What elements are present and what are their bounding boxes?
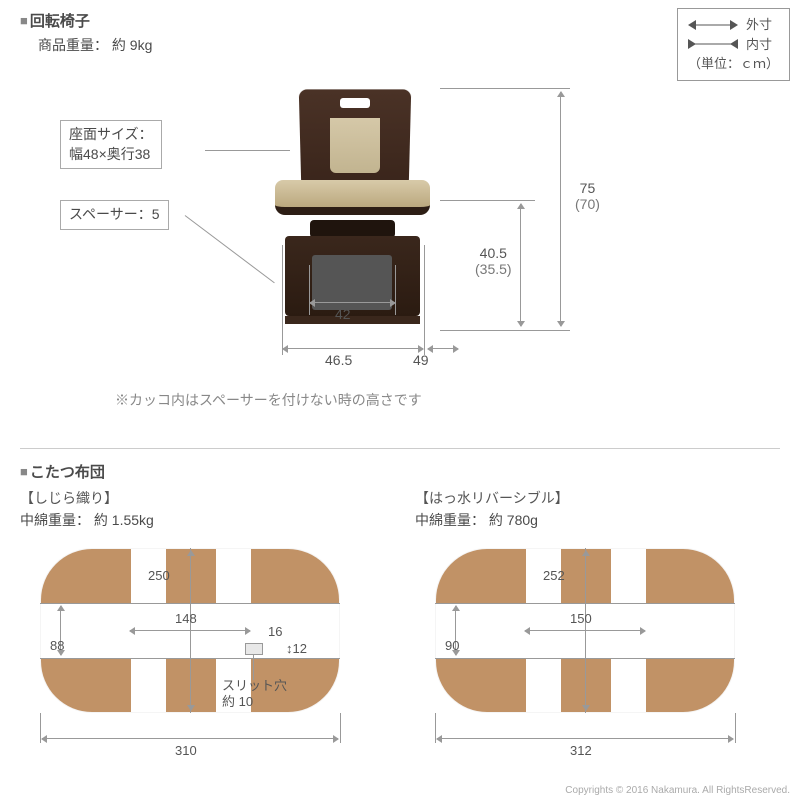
seat-size-callout: 座面サイズ： 幅48×奥行38 [60, 120, 162, 169]
dim-full-height [560, 92, 561, 326]
slit-box [245, 643, 263, 655]
futon-right-outer-width: 312 [570, 743, 592, 758]
slit-h: 12 [293, 641, 307, 656]
base-width-label: 46.5 [325, 352, 352, 368]
base-inner-width: 42 [335, 306, 351, 322]
futon-section: ■ こたつ布団 【しじら織り】 中綿重量： 約 1.55kg [0, 457, 800, 797]
chair-section: ■ 回転椅子 商品重量： 約 9kg 座面サイズ： 幅48×奥行38 スペーサー… [0, 0, 800, 440]
dim-base-inner [310, 302, 395, 303]
futon-left: 【しじら織り】 中綿重量： 約 1.55kg [20, 488, 385, 758]
seat-height-outer: 40.5 [475, 245, 512, 261]
dim-base-width [283, 348, 423, 349]
slit-w: 16 [268, 624, 282, 639]
depth-label: 49 [413, 352, 429, 368]
futon-right-inner-height: 90 [445, 638, 459, 653]
height-full-outer: 75 [575, 180, 600, 196]
futon-right: 【はっ水リバーシブル】 中綿重量： 約 780g 252 [415, 488, 780, 758]
copyright: Copyrights © 2016 Nakamura. All RightsRe… [565, 785, 790, 796]
futon-left-outer-height: 250 [148, 568, 170, 583]
futon-title: ■ こたつ布団 [20, 461, 780, 482]
slit-label: スリット穴 [222, 678, 287, 694]
chair-weight-label: 商品重量： [38, 37, 108, 53]
futon-left-outer-width: 310 [175, 743, 197, 758]
futon-left-subtitle: 【しじら織り】 [20, 488, 385, 508]
slit-label2: 約 10 [222, 694, 287, 710]
futon-right-inner-width: 150 [570, 611, 592, 626]
seat-height-inner: (35.5) [475, 261, 512, 277]
chair-weight-value: 約 9kg [112, 37, 152, 53]
futon-right-subtitle: 【はっ水リバーシブル】 [415, 488, 780, 508]
futon-left-weight-value: 約 1.55kg [94, 512, 154, 528]
futon-left-diagram: 250 148 88 16 ↕12 スリット穴 約 10 [20, 538, 360, 758]
futon-left-weight-label: 中綿重量： [20, 512, 90, 528]
futon-left-inner-height: 88 [50, 638, 64, 653]
futon-right-diagram: 252 150 90 312 [415, 538, 755, 758]
dim-seat-height [520, 204, 521, 326]
height-full-inner: (70) [575, 196, 600, 212]
chair-title: ■ 回転椅子 [20, 10, 780, 31]
futon-left-inner-width: 148 [175, 611, 197, 626]
futon-right-outer-height: 252 [543, 568, 565, 583]
spacer-callout: スペーサー：5 [60, 200, 169, 230]
futon-right-weight-label: 中綿重量： [415, 512, 485, 528]
futon-right-weight-value: 約 780g [489, 512, 538, 528]
chair-note: ※カッコ内はスペーサーを付けない時の高さです [115, 390, 422, 410]
